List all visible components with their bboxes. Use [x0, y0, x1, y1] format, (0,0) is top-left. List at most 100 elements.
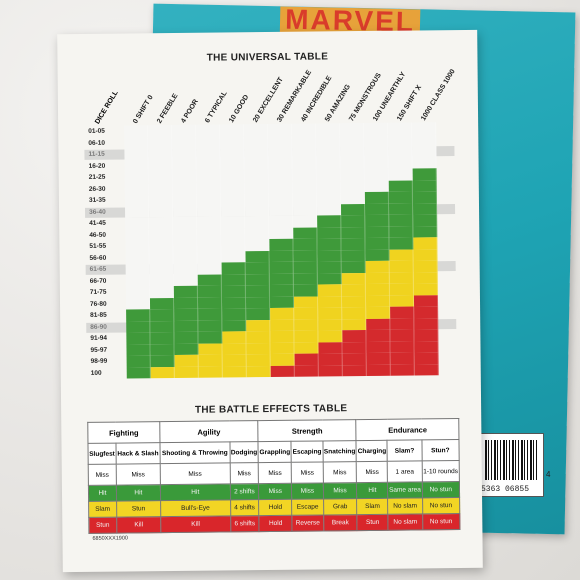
row-label: 06-10	[88, 139, 105, 147]
table-cell	[220, 135, 245, 148]
table-cell	[342, 341, 367, 354]
table-cell	[124, 182, 149, 195]
table-cell	[220, 181, 245, 194]
table-cell	[124, 171, 149, 184]
table-cell	[246, 342, 271, 355]
table-cell	[125, 263, 150, 276]
col-header: Hack & Slash	[115, 442, 161, 465]
table-cell	[221, 216, 246, 229]
effect-cell: Same area	[387, 481, 423, 499]
table-cell	[414, 306, 439, 318]
table-cell	[316, 180, 341, 193]
table-cell	[294, 330, 319, 343]
table-cell	[270, 342, 295, 354]
table-cell	[341, 249, 366, 262]
table-cell	[221, 262, 246, 275]
table-cell	[412, 133, 437, 146]
table-cell	[125, 240, 150, 253]
table-cell	[366, 318, 391, 330]
table-cell	[148, 182, 173, 195]
row-label: 98-99	[90, 357, 108, 365]
row-label: 100	[90, 369, 102, 377]
table-cell	[245, 227, 270, 240]
table-cell	[222, 319, 247, 332]
effect-cell: No slam	[387, 497, 423, 515]
table-cell	[366, 364, 391, 376]
table-cell	[222, 308, 247, 321]
table-cell	[390, 317, 415, 330]
effect-cell: Hit	[160, 483, 231, 501]
table-cell	[221, 285, 246, 298]
table-cell	[148, 194, 173, 206]
table-cell	[293, 284, 318, 297]
column-header: 4 POOR	[180, 98, 200, 125]
table-cell	[318, 364, 343, 377]
table-cell	[341, 214, 366, 227]
table-cell	[340, 146, 365, 158]
table-cell	[317, 261, 342, 273]
col-header: Snatching	[322, 440, 357, 462]
table-cell	[268, 204, 294, 217]
table-cell	[149, 286, 174, 298]
table-cell	[268, 192, 293, 205]
effect-cell: Kill	[116, 516, 161, 534]
table-cell	[196, 170, 221, 183]
table-cell	[412, 156, 437, 169]
table-cell	[150, 332, 175, 344]
table-cell	[126, 332, 151, 345]
table-cell	[414, 317, 439, 330]
row-label: 81-85	[90, 311, 107, 319]
table-cell	[388, 179, 413, 192]
table-cell	[244, 193, 269, 205]
table-cell	[294, 307, 319, 320]
table-cell	[412, 191, 437, 203]
table-cell	[246, 319, 271, 332]
table-cell	[221, 296, 247, 309]
table-cell	[173, 285, 198, 298]
table-cell	[414, 363, 439, 376]
table-cell	[246, 330, 271, 343]
table-cell	[150, 320, 175, 333]
column-header: 2 FEEBLE	[156, 92, 180, 125]
col-header: Slam?	[387, 439, 422, 462]
table-cell	[244, 204, 270, 217]
table-cell	[244, 135, 269, 148]
effect-cell: Miss	[258, 462, 292, 484]
table-cell	[196, 136, 221, 148]
table-cell	[341, 260, 366, 273]
table-cell	[124, 148, 149, 161]
effect-cell: No stun	[422, 513, 460, 530]
effect-cell: Hit	[116, 484, 161, 502]
column-header: 1000 CLASS 1000	[420, 68, 457, 123]
table-cell	[126, 309, 151, 322]
table-cell	[292, 192, 317, 205]
table-cell	[364, 157, 389, 170]
table-cell	[414, 340, 439, 353]
table-cell	[294, 318, 319, 331]
effect-cell: Hold	[258, 515, 293, 532]
column-header: 0 SHIFT 0	[132, 94, 155, 126]
table-cell	[293, 295, 319, 308]
table-cell	[196, 193, 221, 206]
row-label: 26-30	[88, 185, 106, 193]
effect-cell: Hit	[88, 485, 117, 502]
table-cell	[124, 136, 149, 149]
table-cell	[245, 239, 270, 251]
effect-cell: Miss	[258, 483, 292, 500]
table-cell	[222, 354, 247, 366]
table-cell	[126, 343, 151, 356]
table-cell	[221, 239, 246, 252]
table-cell	[172, 205, 198, 218]
table-cell	[221, 250, 246, 263]
table-cell	[148, 159, 173, 172]
table-cell	[340, 169, 365, 181]
table-cell	[197, 274, 222, 286]
table-cell	[125, 286, 150, 299]
table-cell	[364, 203, 390, 215]
table-cell	[389, 248, 414, 261]
table-cell	[245, 250, 270, 263]
table-cell	[148, 205, 174, 218]
effect-cell: Miss	[229, 462, 259, 484]
table-cell	[388, 134, 413, 146]
